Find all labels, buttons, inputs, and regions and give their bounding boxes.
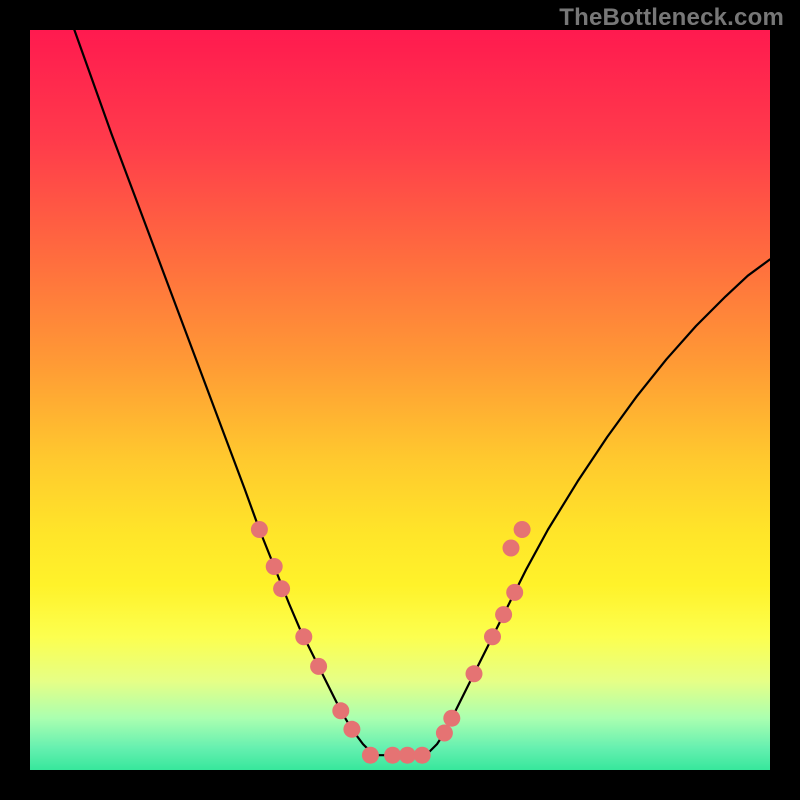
plot-background — [30, 30, 770, 770]
curve-marker — [466, 665, 483, 682]
curve-marker — [399, 747, 416, 764]
curve-marker — [343, 721, 360, 738]
curve-marker — [506, 584, 523, 601]
curve-marker — [273, 580, 290, 597]
bottleneck-curve-chart — [0, 0, 800, 800]
curve-marker — [295, 628, 312, 645]
chart-stage: TheBottleneck.com — [0, 0, 800, 800]
curve-marker — [310, 658, 327, 675]
curve-marker — [484, 628, 501, 645]
curve-marker — [443, 710, 460, 727]
curve-marker — [362, 747, 379, 764]
curve-marker — [514, 521, 531, 538]
curve-marker — [384, 747, 401, 764]
watermark-label: TheBottleneck.com — [559, 4, 784, 32]
curve-marker — [266, 558, 283, 575]
curve-marker — [251, 521, 268, 538]
curve-marker — [332, 702, 349, 719]
curve-marker — [436, 725, 453, 742]
curve-marker — [414, 747, 431, 764]
curve-marker — [495, 606, 512, 623]
curve-marker — [503, 540, 520, 557]
